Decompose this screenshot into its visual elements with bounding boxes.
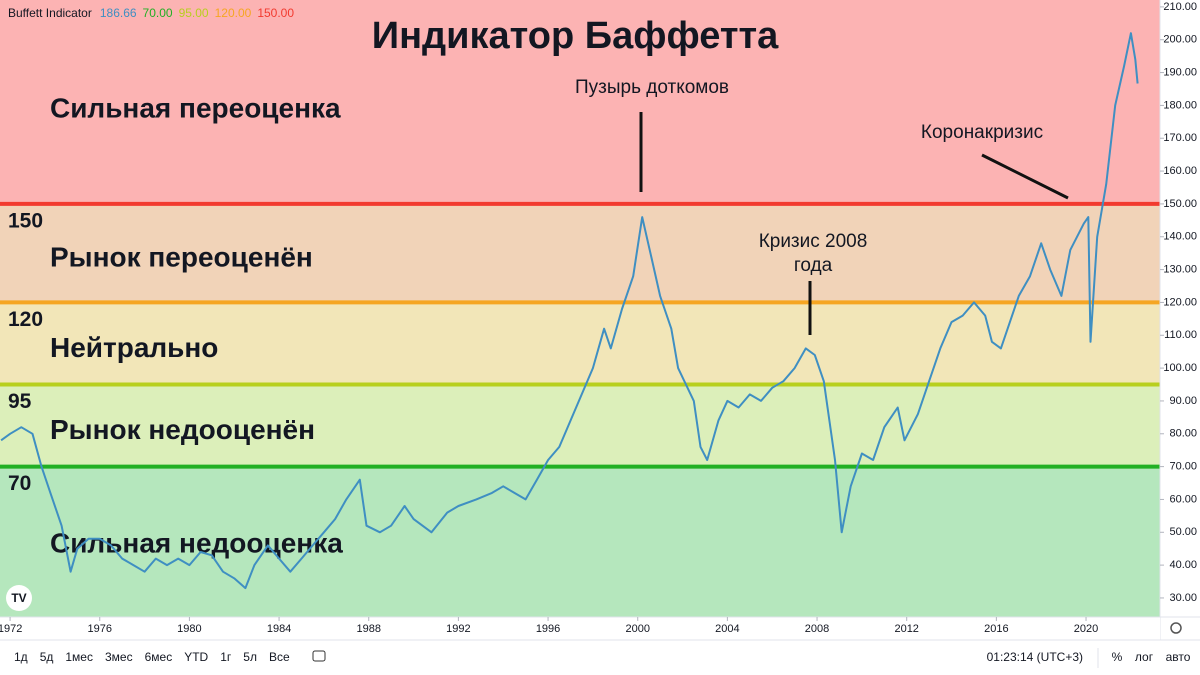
y-tick-label: 60.00 — [1169, 493, 1197, 505]
range-button[interactable]: 1д — [14, 650, 28, 664]
legend-value: 150.00 — [257, 6, 294, 20]
y-tick-label: 100.00 — [1163, 362, 1197, 374]
legend-name: Buffett Indicator — [8, 6, 92, 20]
legend-value: 120.00 — [215, 6, 252, 20]
x-tick-label: 2012 — [894, 623, 918, 635]
annotation-pointer — [981, 153, 1069, 200]
legend-value: 186.66 — [100, 6, 137, 20]
y-tick-label: 150.00 — [1163, 198, 1197, 210]
price-axis-bg — [1160, 0, 1200, 640]
range-button[interactable]: Все — [269, 650, 290, 664]
x-tick-label: 2008 — [805, 623, 829, 635]
y-tick-label: 110.00 — [1164, 329, 1197, 341]
y-tick-label: 130.00 — [1163, 263, 1197, 275]
x-tick-label: 1984 — [267, 623, 291, 635]
range-button[interactable]: 1г — [220, 650, 232, 664]
range-button[interactable]: 6мес — [145, 650, 173, 664]
x-tick-label: 1996 — [536, 623, 560, 635]
zone-label: Рынок переоценён — [50, 242, 313, 273]
time-axis-bg — [0, 617, 1160, 640]
y-tick-label: 40.00 — [1169, 559, 1197, 571]
x-tick-label: 1972 — [0, 623, 22, 635]
level-label: 95 — [8, 390, 32, 413]
y-tick-label: 190.00 — [1163, 66, 1197, 78]
level-label: 150 — [8, 209, 43, 232]
y-tick-label: 140.00 — [1163, 231, 1197, 243]
scale-option[interactable]: лог — [1135, 650, 1154, 664]
annotation: Пузырь доткомов — [575, 77, 729, 98]
zone-label: Сильная переоценка — [50, 92, 341, 123]
x-tick-label: 1988 — [356, 623, 380, 635]
y-tick-label: 200.00 — [1163, 34, 1197, 46]
settings-icon[interactable] — [1170, 622, 1182, 634]
y-tick-label: 180.00 — [1163, 99, 1197, 111]
y-tick-label: 30.00 — [1169, 592, 1197, 604]
range-button[interactable]: YTD — [184, 650, 208, 664]
range-button[interactable]: 1мес — [65, 650, 93, 664]
x-tick-label: 2004 — [715, 623, 739, 635]
y-tick-label: 210.00 — [1163, 1, 1197, 13]
level-label: 70 — [8, 472, 31, 495]
clock: 01:23:14 (UTC+3) — [987, 650, 1083, 664]
legend-value: 95.00 — [179, 6, 209, 20]
y-tick-label: 170.00 — [1163, 132, 1197, 144]
range-button[interactable]: 3мес — [105, 650, 133, 664]
zone — [0, 203, 1160, 303]
annotation: Коронакризис — [921, 122, 1043, 143]
x-tick-label: 2020 — [1074, 623, 1098, 635]
x-tick-label: 2000 — [625, 623, 649, 635]
range-button[interactable]: 5л — [243, 650, 257, 664]
annotation: Кризис 2008 — [759, 231, 868, 252]
x-tick-label: 1980 — [177, 623, 201, 635]
x-tick-label: 1976 — [88, 623, 112, 635]
logo-mark: TV — [11, 591, 26, 605]
scale-option[interactable]: % — [1112, 650, 1123, 664]
zone-label: Сильная недооценка — [50, 527, 343, 558]
y-tick-label: 160.00 — [1163, 165, 1197, 177]
zone — [0, 302, 1160, 385]
y-tick-label: 80.00 — [1169, 428, 1197, 440]
y-tick-label: 50.00 — [1169, 526, 1197, 538]
zone — [0, 466, 1160, 617]
tv-logo: TV — [6, 585, 32, 611]
annotation: года — [794, 255, 833, 276]
x-tick-label: 2016 — [984, 623, 1008, 635]
range-button[interactable]: 5д — [40, 650, 54, 664]
chart-title: Индикатор Баффетта — [372, 15, 779, 57]
date-range-icon[interactable] — [312, 650, 326, 662]
zone-label: Рынок недооценён — [50, 414, 315, 445]
y-tick-label: 120.00 — [1163, 296, 1197, 308]
scale-option[interactable]: авто — [1166, 650, 1191, 664]
data-line — [0, 32, 1139, 590]
legend-value: 70.00 — [143, 6, 173, 20]
zone — [0, 0, 1160, 204]
level-label: 120 — [8, 308, 43, 331]
logo-bg — [6, 585, 32, 611]
y-tick-label: 90.00 — [1169, 395, 1197, 407]
x-tick-label: 1992 — [446, 623, 470, 635]
y-tick-label: 70.00 — [1169, 461, 1197, 473]
zone-label: Нейтрально — [50, 332, 218, 363]
